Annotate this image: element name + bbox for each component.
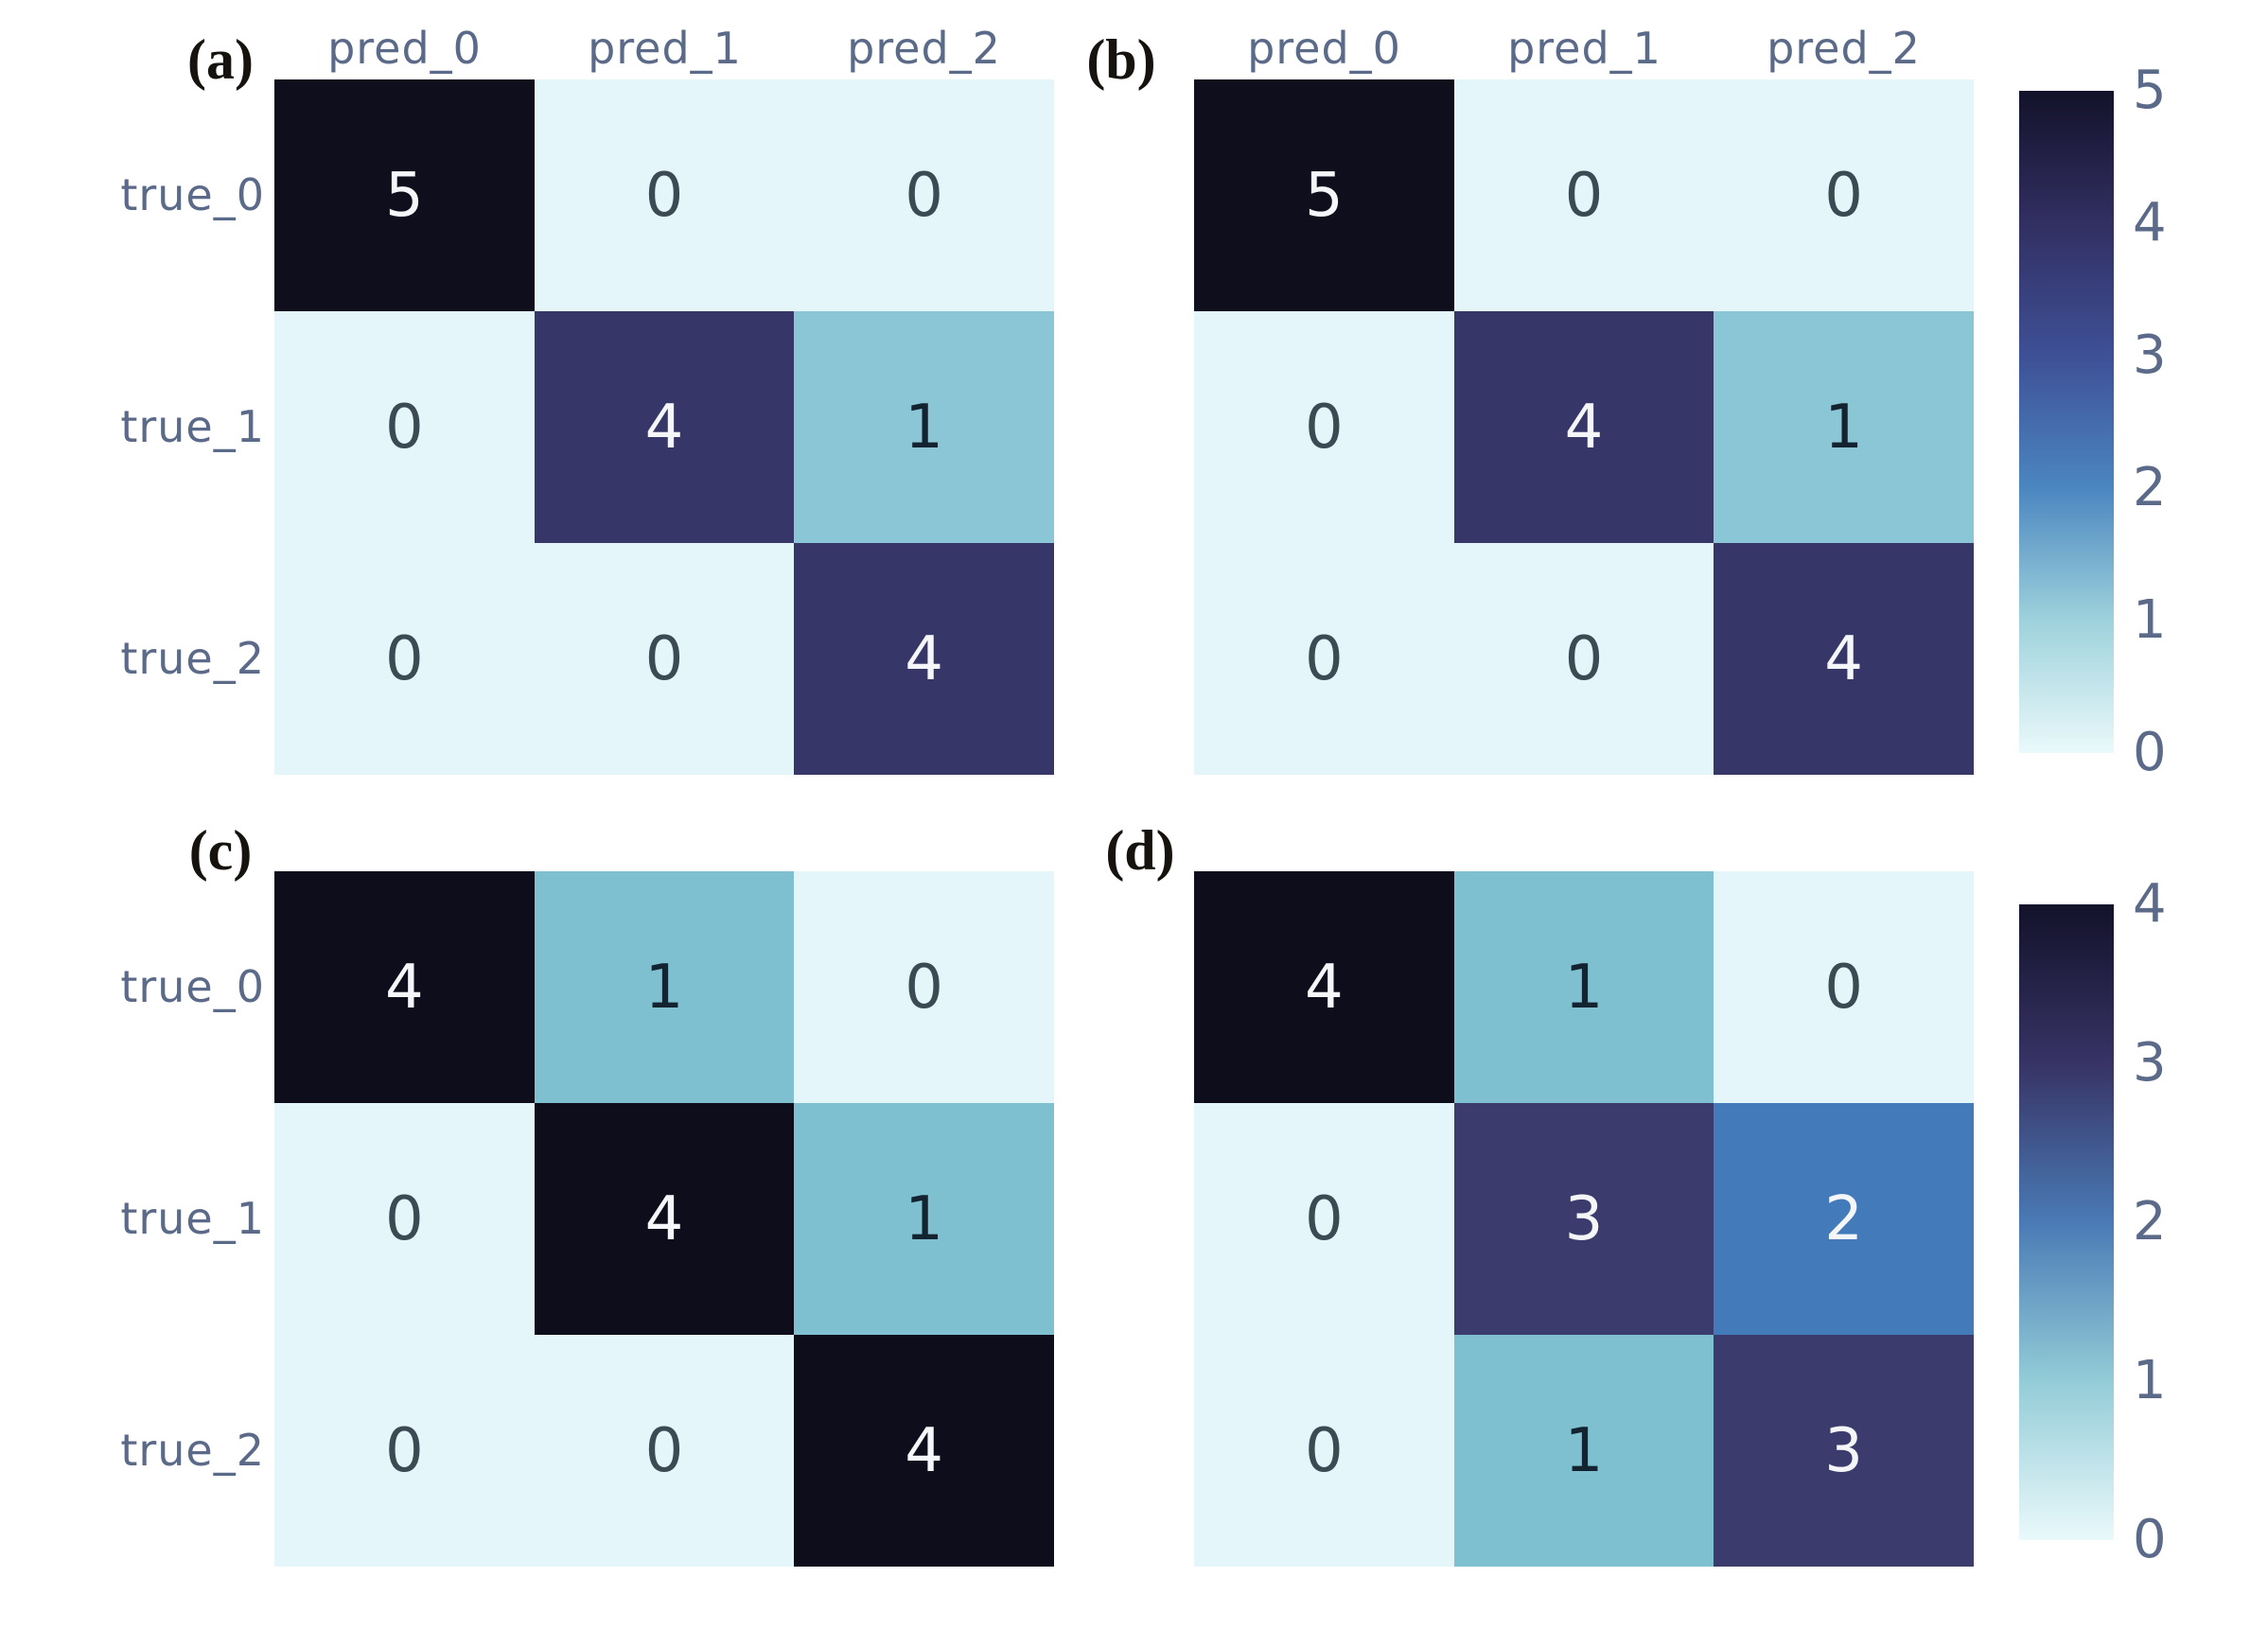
matrix-d-cell-r1c2: 2 xyxy=(1714,1103,1974,1335)
matrix-b-col-header-pred-2: pred_2 xyxy=(1767,23,1921,74)
matrix-a-cell-r2c2: 4 xyxy=(794,543,1054,775)
colorbar-top-tick-3: 3 xyxy=(2133,324,2167,386)
matrix-b-cell-r0c0: 5 xyxy=(1194,79,1454,311)
matrix-a-cell-r0c1: 0 xyxy=(534,79,795,311)
matrix-a-cell-r1c1: 4 xyxy=(534,311,795,543)
heatmap-matrix-d: 4 1 0 0 3 2 0 1 3 xyxy=(1194,871,1974,1567)
matrix-c-row-label-true-1: true_1 xyxy=(120,1193,265,1244)
colorbar-bottom-tick-4: 4 xyxy=(2133,873,2167,935)
colorbar-bottom-tick-2: 2 xyxy=(2133,1191,2167,1253)
colorbar-top-tick-4: 4 xyxy=(2133,192,2167,254)
matrix-d-cell-r0c1: 1 xyxy=(1453,871,1714,1103)
colorbar-bottom-tick-3: 3 xyxy=(2133,1032,2167,1094)
heatmap-matrix-b: 5 0 0 0 4 1 0 0 4 xyxy=(1194,79,1974,775)
matrix-b-cell-r2c0: 0 xyxy=(1194,543,1454,775)
matrix-b-cell-r2c2: 4 xyxy=(1714,543,1974,775)
panel-label-d: (d) xyxy=(1105,819,1175,882)
colorbar-top-tick-0: 0 xyxy=(2133,722,2167,783)
matrix-c-cell-r1c2: 1 xyxy=(794,1103,1054,1335)
matrix-a-col-header-pred-1: pred_1 xyxy=(588,23,742,74)
matrix-b-cell-r2c1: 0 xyxy=(1453,543,1714,775)
matrix-c-cell-r2c2: 4 xyxy=(794,1335,1054,1567)
matrix-c-cell-r0c2: 0 xyxy=(794,871,1054,1103)
matrix-b-cell-r1c1: 4 xyxy=(1453,311,1714,543)
matrix-a-cell-r2c1: 0 xyxy=(534,543,795,775)
matrix-d-cell-r1c0: 0 xyxy=(1194,1103,1454,1335)
matrix-d-cell-r0c2: 0 xyxy=(1714,871,1974,1103)
matrix-b-col-header-pred-1: pred_1 xyxy=(1507,23,1661,74)
colorbar-bottom-tick-0: 0 xyxy=(2133,1509,2167,1570)
matrix-a-row-label-true-1: true_1 xyxy=(120,401,265,452)
heatmap-matrix-c: 4 1 0 0 4 1 0 0 4 xyxy=(274,871,1054,1567)
matrix-a-row-label-true-0: true_0 xyxy=(120,169,265,220)
colorbar-top-tick-5: 5 xyxy=(2133,60,2167,121)
matrix-b-col-header-pred-0: pred_0 xyxy=(1247,23,1401,74)
matrix-a-col-header-pred-0: pred_0 xyxy=(327,23,482,74)
heatmap-matrix-a: 5 0 0 0 4 1 0 0 4 xyxy=(274,79,1054,775)
colorbar-top xyxy=(2019,91,2114,753)
matrix-a-row-label-true-2: true_2 xyxy=(120,633,265,684)
matrix-a-cell-r0c2: 0 xyxy=(794,79,1054,311)
matrix-c-cell-r1c1: 4 xyxy=(534,1103,795,1335)
matrix-b-cell-r0c1: 0 xyxy=(1453,79,1714,311)
matrix-a-cell-r1c0: 0 xyxy=(274,311,535,543)
matrix-c-cell-r2c1: 0 xyxy=(534,1335,795,1567)
colorbar-bottom xyxy=(2019,904,2114,1540)
matrix-d-cell-r2c2: 3 xyxy=(1714,1335,1974,1567)
colorbar-top-tick-1: 1 xyxy=(2133,589,2167,651)
panel-label-c: (c) xyxy=(188,819,253,882)
matrix-c-cell-r1c0: 0 xyxy=(274,1103,535,1335)
matrix-c-row-label-true-0: true_0 xyxy=(120,961,265,1012)
matrix-a-cell-r2c0: 0 xyxy=(274,543,535,775)
colorbar-bottom-tick-1: 1 xyxy=(2133,1350,2167,1411)
panel-label-a: (a) xyxy=(187,28,254,91)
colorbar-top-tick-2: 2 xyxy=(2133,457,2167,518)
matrix-c-cell-r2c0: 0 xyxy=(274,1335,535,1567)
matrix-c-row-label-true-2: true_2 xyxy=(120,1425,265,1476)
matrix-d-cell-r0c0: 4 xyxy=(1194,871,1454,1103)
panel-label-b: (b) xyxy=(1086,28,1156,91)
matrix-d-cell-r2c1: 1 xyxy=(1453,1335,1714,1567)
matrix-b-cell-r1c2: 1 xyxy=(1714,311,1974,543)
matrix-a-col-header-pred-2: pred_2 xyxy=(847,23,1001,74)
matrix-b-cell-r0c2: 0 xyxy=(1714,79,1974,311)
matrix-b-cell-r1c0: 0 xyxy=(1194,311,1454,543)
matrix-a-cell-r0c0: 5 xyxy=(274,79,535,311)
matrix-a-cell-r1c2: 1 xyxy=(794,311,1054,543)
matrix-c-cell-r0c0: 4 xyxy=(274,871,535,1103)
matrix-c-cell-r0c1: 1 xyxy=(534,871,795,1103)
matrix-d-cell-r1c1: 3 xyxy=(1453,1103,1714,1335)
matrix-d-cell-r2c0: 0 xyxy=(1194,1335,1454,1567)
